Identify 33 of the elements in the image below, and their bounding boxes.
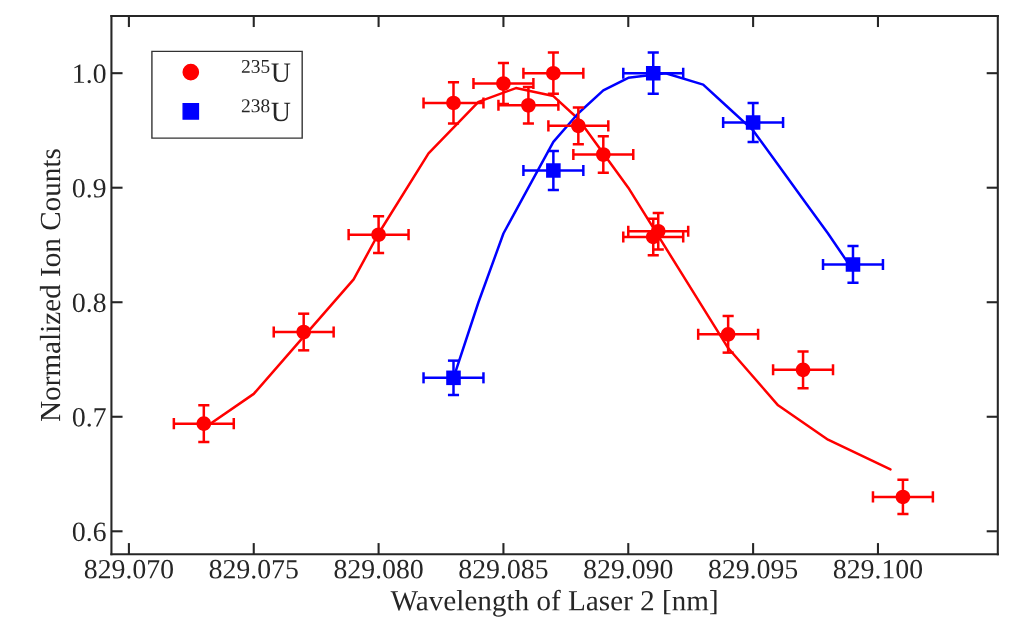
x-tick-label: 829.070 [84, 559, 173, 579]
point [521, 97, 536, 113]
y-tick-label: 0.9 [72, 178, 106, 198]
point [720, 327, 736, 342]
point [895, 489, 911, 505]
y-tick-label: 1.0 [74, 64, 106, 84]
point [546, 65, 561, 81]
y-axis-title: Normalized Ion Counts [39, 149, 61, 422]
y-tick-label: 0.6 [72, 522, 106, 542]
point [371, 227, 386, 242]
y-tick-label: 0.7 [72, 407, 106, 427]
point [845, 257, 861, 272]
x-tick-label: 829.075 [209, 559, 298, 579]
point [296, 324, 311, 340]
x-tick-label: 829.095 [709, 559, 798, 579]
x-axis-title: Wavelength of Laser 2 [nm] [390, 589, 717, 617]
x-tick-label: 829.085 [459, 559, 548, 579]
point [496, 76, 511, 91]
legend-label: $^{235}$U [241, 59, 291, 83]
x-tick-label: 829.090 [584, 559, 673, 579]
x-tick-label: 829.100 [833, 559, 923, 579]
point [446, 95, 461, 111]
point [795, 362, 811, 378]
point [596, 147, 611, 162]
point [571, 118, 586, 134]
point [645, 65, 661, 81]
y-tick-label: 0.8 [72, 293, 106, 313]
x-tick-label: 829.080 [334, 559, 423, 579]
legend-label: $^{238}$U [241, 99, 291, 122]
point [446, 370, 461, 386]
point [196, 416, 212, 431]
point [546, 163, 561, 178]
point [745, 115, 761, 130]
